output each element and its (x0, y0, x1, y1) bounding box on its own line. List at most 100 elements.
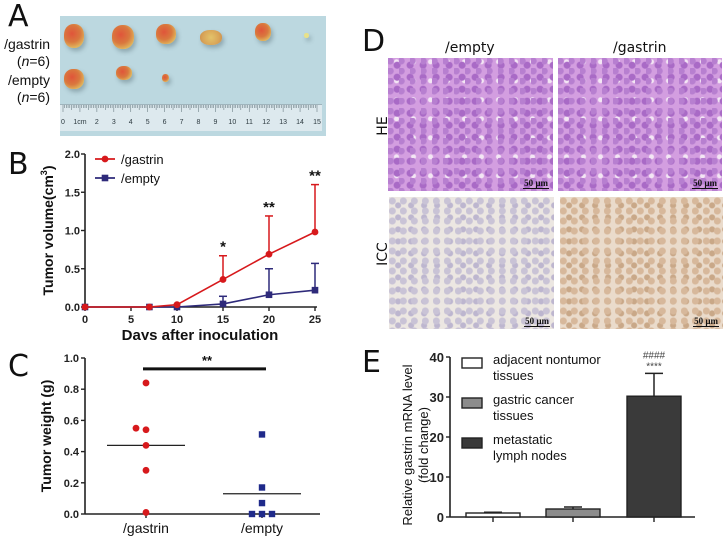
group-n: (n=6) (16, 53, 50, 69)
significance-mark: ** (202, 353, 213, 368)
panel-d-col-empty: /empty (445, 40, 495, 56)
y-tick-label: 0.0 (65, 302, 80, 314)
data-point (311, 228, 319, 236)
data-point (142, 379, 150, 387)
data-point (142, 509, 150, 516)
ruler-label: 12 (262, 119, 270, 126)
y-axis-label: Tumor weight (g) (38, 380, 54, 493)
panel-d-letter: D (362, 24, 386, 59)
legend-marker (101, 155, 109, 163)
panel-a-group-gastrin-label: /gastrin (n=6) (0, 36, 50, 70)
group-name: /gastrin (4, 36, 50, 52)
panel-c-letter: C (8, 349, 29, 384)
data-point (219, 300, 227, 308)
series-line-gastrin (85, 231, 316, 308)
x-tick-label: /gastrin (123, 520, 169, 536)
y-axis-label: Relative gastrin mRNA level(fold change) (400, 364, 431, 525)
scale-bar: 50 µm (523, 178, 549, 189)
y-tick-label: 0 (437, 510, 444, 525)
he-gastrin-image: 50 µm (558, 58, 722, 191)
bar-1 (545, 508, 601, 518)
tumor-gastrin-5 (255, 23, 271, 41)
ruler-label: 8 (197, 119, 201, 126)
tumor-empty-1 (64, 69, 84, 89)
tumor-gastrin-3 (156, 24, 176, 44)
y-tick-label: 10 (430, 470, 444, 485)
panel-e-letter: E (362, 345, 381, 380)
data-point (146, 303, 153, 311)
y-tick-label: 2.0 (65, 149, 80, 161)
data-point (265, 250, 273, 258)
data-point (142, 466, 150, 474)
annotation-hash: #### (643, 350, 666, 361)
ruler-label: 3 (112, 119, 116, 126)
legend-label: gastric cancer (493, 392, 575, 407)
y-tick-label: 0.8 (64, 384, 79, 396)
x-tick-label: 10 (171, 314, 183, 326)
group-name: /empty (7, 72, 50, 88)
y-tick-label: 1.5 (65, 187, 80, 199)
x-tick-label: 15 (217, 314, 229, 326)
scale-bar: 50 µm (524, 316, 550, 327)
panel-d-col-gastrin: /gastrin (613, 40, 667, 56)
bar-2 (626, 395, 682, 518)
tumor-volume-chart: 0.0 0.5 1.0 1.5 2.0 0 5 10 15 20 25 Days after inoc… (39, 149, 321, 340)
data-point (248, 510, 256, 518)
x-tick-label: /empty (241, 520, 283, 536)
scale-bar: 50 µm (693, 316, 719, 327)
tumor-gastrin-4 (200, 30, 222, 45)
data-point (311, 286, 319, 294)
ruler-label: 13 (279, 119, 287, 126)
group-n: (n=6) (16, 89, 50, 105)
tumor-gastrin-6 (304, 33, 309, 38)
y-tick-label: 1.0 (65, 226, 80, 238)
panel-a-letter: A (8, 0, 29, 34)
icc-empty-image: 50 µm (389, 197, 554, 329)
tumor-gastrin-1 (64, 24, 84, 48)
data-point (132, 424, 140, 432)
significance-mark: ** (309, 168, 321, 185)
ruler-label: 2 (95, 119, 99, 126)
legend-label: adjacent nontumor (493, 352, 601, 367)
legend-label: lymph nodes (493, 448, 567, 463)
data-point (219, 276, 227, 283)
y-tick-label: 20 (430, 430, 444, 445)
x-tick-label: 20 (263, 314, 275, 326)
bar-0 (465, 512, 521, 518)
scale-bar: 50 µm (692, 178, 718, 189)
ruler-label: 6 (163, 119, 167, 126)
legend-swatch (461, 397, 483, 409)
data-point (268, 510, 276, 518)
ruler-label: 14 (296, 119, 304, 126)
y-tick-label: 0.4 (64, 447, 80, 459)
legend-label: /empty (121, 171, 161, 186)
data-point (173, 301, 181, 309)
tumor-weight-chart: 0.0 0.2 0.4 0.6 0.8 1.0/gastrin/empty Tumor we… (38, 353, 320, 536)
ruler-label: 10 (228, 119, 236, 126)
tumor-photo: 0 1cm 2 3 4 5 6 7 8 9 10 11 12 13 14 15 (60, 16, 326, 136)
he-empty-image: 50 µm (388, 58, 553, 191)
significance-mark: ** (263, 199, 275, 216)
y-tick-label: 40 (430, 350, 444, 365)
data-point (258, 499, 266, 507)
ruler-label: 11 (246, 119, 253, 126)
ruler-label: 4 (129, 119, 133, 126)
ruler-ticks: 0 1cm 2 3 4 5 6 7 8 9 10 11 12 13 14 15 (61, 105, 321, 126)
y-tick-label: 0.2 (64, 478, 79, 490)
tumor-gastrin-2 (112, 25, 134, 49)
legend-swatch (461, 357, 483, 369)
ruler-label: 9 (213, 119, 217, 126)
ruler-label: 1cm (73, 119, 86, 126)
data-point (258, 484, 266, 491)
data-point (265, 291, 273, 299)
tumor-empty-3 (162, 74, 169, 82)
panel-a-group-empty-label: /empty (n=6) (0, 72, 50, 106)
significance-mark: * (220, 239, 226, 256)
panel-b-letter: B (8, 147, 29, 182)
legend-swatch (461, 437, 483, 449)
y-tick-label: 1.0 (64, 353, 79, 365)
ruler-label: 7 (180, 119, 184, 126)
y-tick-label: 0.5 (65, 264, 80, 276)
legend-marker (101, 174, 109, 182)
